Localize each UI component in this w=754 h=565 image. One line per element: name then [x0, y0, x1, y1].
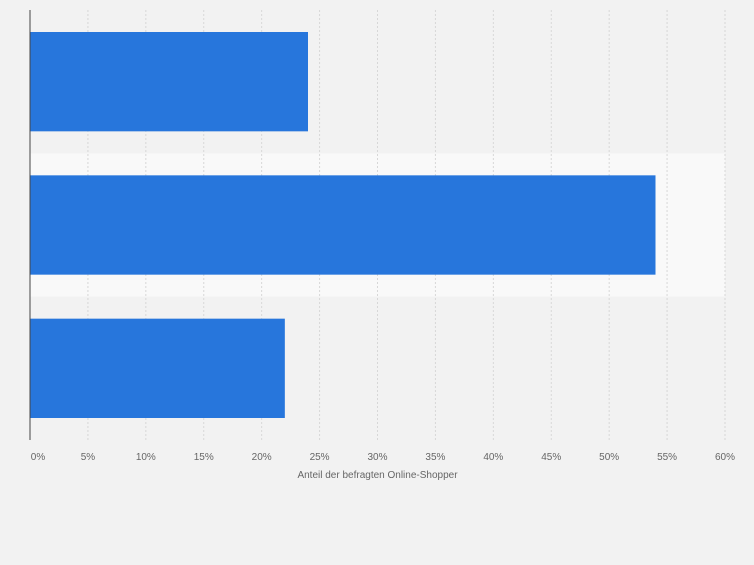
- x-tick-label-30: 30%: [367, 452, 387, 463]
- x-tick-label-5: 5%: [81, 452, 96, 463]
- x-tick-label-50: 50%: [599, 452, 619, 463]
- x-tick-label-10: 10%: [136, 452, 156, 463]
- bar-3: [30, 319, 285, 418]
- x-tick-label-35: 35%: [425, 452, 445, 463]
- x-tick-label-0: 0%: [31, 452, 46, 463]
- x-tick-label-40: 40%: [483, 452, 503, 463]
- x-tick-label-15: 15%: [194, 452, 214, 463]
- x-tick-label-45: 45%: [541, 452, 561, 463]
- x-tick-label-20: 20%: [252, 452, 272, 463]
- bar-2: [30, 175, 656, 274]
- x-tick-label-25: 25%: [310, 452, 330, 463]
- x-axis-ticks: 0% 5% 10% 15% 20% 25% 30% 35% 40% 45% 50% 55% 60%: [31, 452, 735, 463]
- bar-1: [30, 32, 308, 131]
- x-tick-label-55: 55%: [657, 452, 677, 463]
- x-tick-label-60: 60%: [715, 452, 735, 463]
- bars: [30, 32, 656, 418]
- x-axis-title: Anteil der befragten Online-Shopper: [297, 470, 458, 481]
